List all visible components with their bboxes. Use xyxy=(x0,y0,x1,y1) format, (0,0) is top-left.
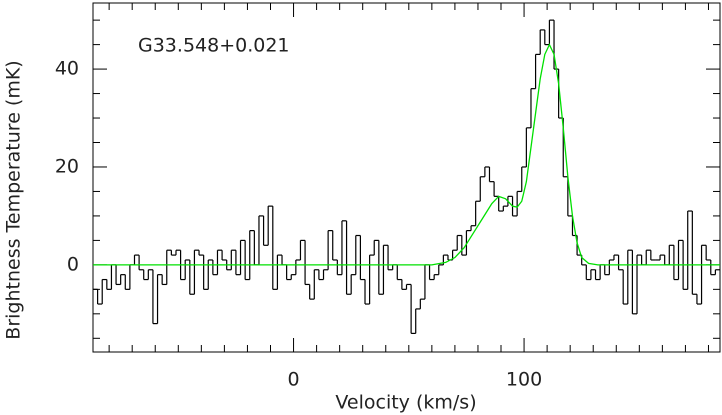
y-tick-label: 40 xyxy=(55,58,79,80)
y-tick-label: 0 xyxy=(67,253,79,275)
x-tick-label: 0 xyxy=(288,369,300,391)
y-tick-label: 20 xyxy=(55,155,79,177)
spectrum-risers xyxy=(97,20,716,334)
x-axis-label: Velocity (km/s) xyxy=(335,392,476,414)
fit-line xyxy=(93,43,720,266)
y-axis-label: Brightness Temperature (mK) xyxy=(3,60,25,339)
plot-frame xyxy=(92,2,721,353)
annotation: G33.548+0.021 xyxy=(138,35,290,57)
x-tick-label: 100 xyxy=(506,369,542,391)
